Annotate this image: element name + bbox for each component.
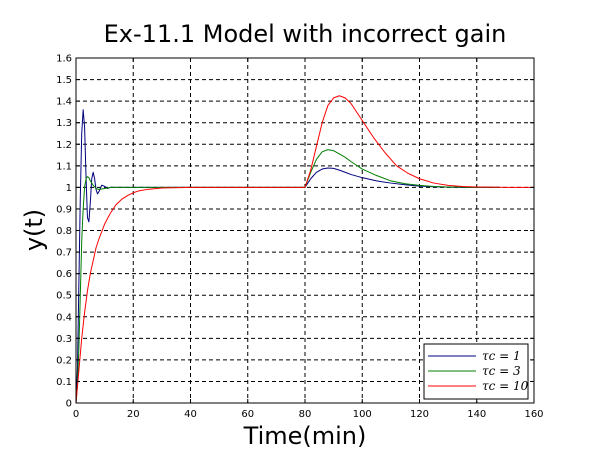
legend-label: τc = 1 [482,349,521,363]
x-axis-label: Time(min) [243,422,367,450]
x-tick-label: 100 [353,409,372,420]
x-tick-label: 80 [299,409,312,420]
legend-label: τc = 10 [482,379,529,393]
y-tick-label: 1.6 [56,54,72,65]
x-tick-label: 0 [73,409,79,420]
y-tick-label: 1.1 [56,161,72,172]
y-tick-label: 0.9 [56,204,72,215]
y-tick-label: 0.3 [56,334,72,345]
y-tick-label: 0.1 [56,377,72,388]
series-group [75,95,534,404]
y-tick-label: 0.7 [56,248,72,259]
y-tick-label: 1.4 [56,97,72,108]
x-tick-label: 60 [241,409,254,420]
y-tick-label: 1.5 [56,75,72,86]
series-line-3 [75,95,534,404]
chart-title: Ex-11.1 Model with incorrect gain [104,20,507,48]
y-tick-label: 0.8 [56,226,72,237]
y-tick-label: 1 [66,183,72,194]
y-axis-label: y(t) [20,209,48,251]
y-tick-label: 0 [66,399,72,410]
y-tick-label: 0.5 [56,291,72,302]
y-tick-label: 1.2 [56,140,72,151]
y-tick-label: 1.3 [56,118,72,129]
y-ticks: 0 0.1 0.2 0.3 0.4 0.5 0.6 0.7 0.8 0.9 1 1.1 1.2 1.3 1.… [56,54,534,410]
x-tick-label: 20 [127,409,140,420]
x-tick-label: 160 [524,409,543,420]
x-tick-label: 140 [467,409,486,420]
legend: τc = 1τc = 3τc = 10 [423,343,529,400]
x-tick-label: 40 [184,409,197,420]
x-tick-label: 120 [410,409,429,420]
legend-label: τc = 3 [482,364,521,378]
y-tick-label: 0.4 [56,312,72,323]
grid [76,58,534,403]
y-tick-label: 0.2 [56,355,72,366]
x-ticks: 0 20 40 60 80 100 120 140 160 [73,58,544,420]
y-tick-label: 0.6 [56,269,72,280]
